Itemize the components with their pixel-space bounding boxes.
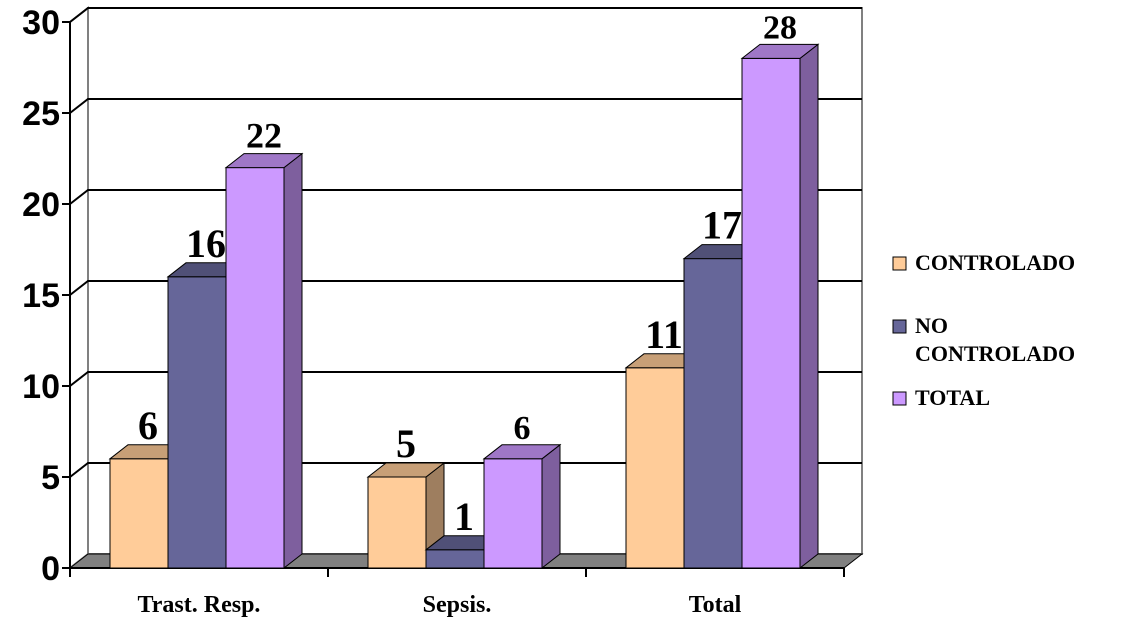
- bar-front: [367, 476, 427, 569]
- bar-front: [167, 276, 227, 569]
- bar-top: [482, 444, 562, 460]
- y-tick-label: 5: [41, 459, 60, 497]
- bar-front: [425, 549, 485, 569]
- gridline: [69, 7, 862, 23]
- bar-side: [799, 43, 819, 570]
- legend-swatch: [892, 391, 907, 406]
- legend-swatch: [892, 319, 907, 334]
- bar-front: [625, 367, 685, 569]
- y-tick-label: 30: [22, 4, 60, 42]
- gridline: [69, 98, 862, 114]
- x-tick-label: Sepsis.: [423, 592, 492, 618]
- y-tick-label: 15: [22, 277, 60, 315]
- legend-label: CONTROLADO: [915, 341, 1075, 366]
- y-tick-label: 0: [41, 550, 60, 588]
- bar-total-2: [740, 43, 820, 570]
- data-label: 28: [763, 9, 797, 46]
- y-tick-label: 20: [22, 186, 60, 224]
- data-label: 6: [514, 410, 531, 447]
- y-tick-label: 10: [22, 368, 60, 406]
- gridline: [69, 280, 862, 296]
- bar-top: [224, 153, 304, 169]
- legend-item-total: TOTAL: [892, 385, 990, 410]
- bar-side: [283, 152, 303, 570]
- bar-front: [225, 167, 285, 569]
- data-label: 1: [454, 494, 474, 539]
- data-label: 5: [396, 421, 416, 466]
- bar-total-0: [224, 152, 304, 570]
- data-label: 11: [645, 312, 683, 357]
- data-label: 16: [186, 221, 226, 266]
- gridlines: [69, 7, 862, 478]
- x-tick-label: Total: [689, 592, 742, 618]
- gridline: [69, 371, 862, 387]
- y-tick-label: 25: [22, 95, 60, 133]
- bar-top: [366, 462, 446, 478]
- data-label: 22: [246, 116, 282, 156]
- bar-side: [541, 443, 561, 570]
- data-label: 17: [702, 203, 742, 248]
- legend-label: NO: [915, 313, 948, 338]
- data-label: 6: [138, 403, 158, 448]
- bar-front: [483, 458, 543, 569]
- bars: [108, 43, 820, 570]
- y-tick-labels: 0 5 10 15 20 25 30: [22, 4, 60, 588]
- legend: CONTROLADO NO CONTROLADO TOTAL: [892, 250, 1075, 410]
- gridline: [69, 189, 862, 205]
- bar-front: [683, 258, 743, 569]
- gridline: [69, 462, 862, 478]
- bar-top: [740, 43, 820, 59]
- legend-label: CONTROLADO: [915, 250, 1075, 275]
- bar-total-1: [482, 443, 562, 570]
- legend-item-no-controlado: NO CONTROLADO: [892, 313, 1075, 366]
- x-tick-labels: Trast. Resp. Sepsis. Total: [138, 592, 742, 618]
- legend-swatch: [892, 256, 907, 271]
- legend-label: TOTAL: [915, 385, 990, 410]
- bar-front: [109, 458, 169, 569]
- x-tick-label: Trast. Resp.: [138, 592, 261, 618]
- bar-front: [741, 57, 801, 569]
- legend-item-controlado: CONTROLADO: [892, 250, 1075, 275]
